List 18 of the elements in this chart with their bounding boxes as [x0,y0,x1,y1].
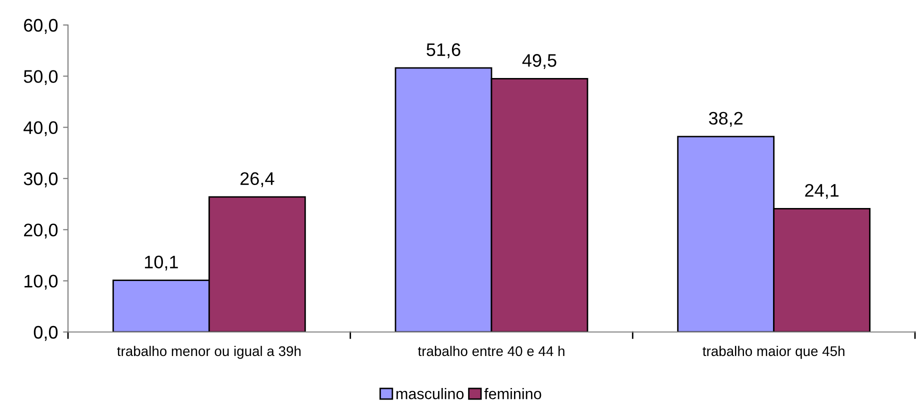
x-tick-label: trabalho maior que 45h [702,346,844,359]
data-label: 49,5 [522,54,556,69]
x-tick-label: trabalho entre 40 e 44 h [418,346,564,356]
data-label: 51,6 [426,43,460,58]
legend-label: feminino [484,388,542,400]
data-label: 38,2 [708,112,742,127]
legend-label: masculino [396,388,464,400]
y-tick-label: 60,0 [24,18,58,34]
y-tick-label: 10,0 [24,274,58,290]
y-tick-label: 20,0 [24,224,58,239]
y-tick-label: 0,0 [34,326,58,341]
y-tick-label: 40,0 [24,121,58,136]
y-tick-label: 50,0 [24,70,58,86]
data-label: 10,1 [144,256,178,271]
data-label: 24,1 [805,184,839,199]
y-tick-label: 30,0 [24,172,58,188]
x-tick-label: trabalho menor ou igual a 39h [117,346,301,359]
data-label: 26,4 [240,172,274,188]
